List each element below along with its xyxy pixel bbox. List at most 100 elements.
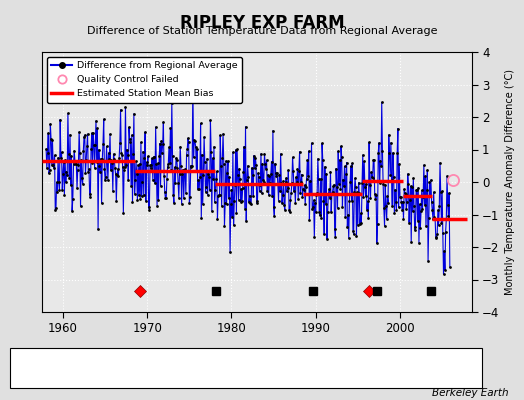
Point: [246, 192, 254, 199]
Point: [60, 159, 68, 166]
Point: [279, 192, 287, 198]
Point: [95, 163, 104, 169]
Point: [207, 148, 215, 155]
Point: [139, 192, 148, 198]
Point: [93, 158, 101, 165]
Point: [278, 200, 286, 206]
Point: [428, 198, 436, 205]
Point: [67, 153, 75, 159]
Point: [220, 160, 228, 167]
Point: [288, 180, 296, 186]
Point: [53, 188, 61, 195]
Point: [337, 154, 346, 160]
Point: [412, 186, 421, 193]
Point: [123, 152, 132, 158]
Point: [56, 116, 64, 123]
Point: [439, 271, 447, 277]
Point: [364, 198, 372, 204]
Point: [316, 212, 324, 218]
Point: [75, 129, 83, 135]
Point: [170, 200, 178, 206]
Point: [100, 166, 108, 172]
Point: [261, 161, 269, 168]
Point: [96, 169, 104, 175]
Point: [323, 236, 331, 242]
Point: [66, 131, 74, 138]
Point: [124, 177, 133, 183]
Point: [110, 156, 118, 162]
Point: [201, 159, 209, 165]
Point: [277, 150, 285, 157]
Point: [126, 139, 135, 146]
Point: [428, 207, 436, 214]
Point: [420, 202, 429, 208]
Point: [290, 188, 298, 195]
Point: [242, 218, 250, 224]
Point: [154, 197, 162, 204]
Point: [438, 188, 446, 194]
Point: [404, 181, 412, 187]
Point: [429, 216, 437, 222]
Point: [44, 130, 52, 136]
Point: [373, 221, 381, 227]
Point: [399, 198, 407, 205]
Point: [239, 169, 248, 175]
Point: [213, 168, 221, 175]
Point: [372, 192, 380, 198]
Point: [259, 177, 267, 184]
Point: [259, 178, 268, 185]
Point: [153, 202, 161, 209]
Point: [209, 176, 217, 182]
Point: [135, 192, 143, 199]
Point: [304, 173, 312, 179]
Point: [177, 162, 185, 169]
Point: [222, 158, 230, 164]
Point: [436, 160, 444, 166]
Point: [73, 166, 82, 173]
Point: [158, 141, 167, 148]
Point: [274, 181, 282, 187]
Point: [395, 204, 403, 210]
Point: [335, 180, 343, 187]
Point: [375, 140, 383, 146]
Point: [87, 146, 95, 152]
Point: [406, 183, 414, 189]
Point: [328, 190, 336, 197]
Point: [42, 146, 50, 152]
Point: [265, 192, 273, 198]
Point: [432, 234, 440, 240]
Point: [105, 156, 114, 162]
Point: [193, 186, 202, 192]
Point: [184, 135, 192, 142]
Point: [149, 176, 157, 183]
Point: [360, 158, 368, 165]
Point: [58, 187, 67, 193]
Point: [97, 200, 106, 206]
Point: [97, 156, 105, 162]
Point: [51, 206, 59, 213]
Point: [82, 157, 90, 163]
Point: [288, 154, 297, 160]
Point: [352, 232, 361, 239]
Point: [417, 208, 425, 214]
Point: [284, 167, 292, 173]
Point: [281, 207, 289, 213]
Point: [330, 182, 338, 188]
Point: [141, 129, 149, 135]
Point: [161, 195, 170, 202]
Legend: Station Move, Record Gap, Time of Obs. Change, Empirical Break: Station Move, Record Gap, Time of Obs. C…: [20, 365, 406, 383]
Point: [195, 186, 203, 192]
Point: [244, 174, 253, 180]
Point: [100, 116, 108, 122]
Point: [151, 124, 160, 130]
Point: [208, 208, 216, 214]
Point: [204, 170, 213, 177]
Point: [258, 160, 267, 167]
Point: [45, 170, 53, 176]
Point: [221, 200, 230, 206]
Y-axis label: Monthly Temperature Anomaly Difference (°C): Monthly Temperature Anomaly Difference (…: [505, 69, 515, 295]
Point: [232, 147, 240, 153]
Point: [106, 167, 115, 174]
Point: [151, 180, 159, 186]
Point: [73, 185, 81, 192]
